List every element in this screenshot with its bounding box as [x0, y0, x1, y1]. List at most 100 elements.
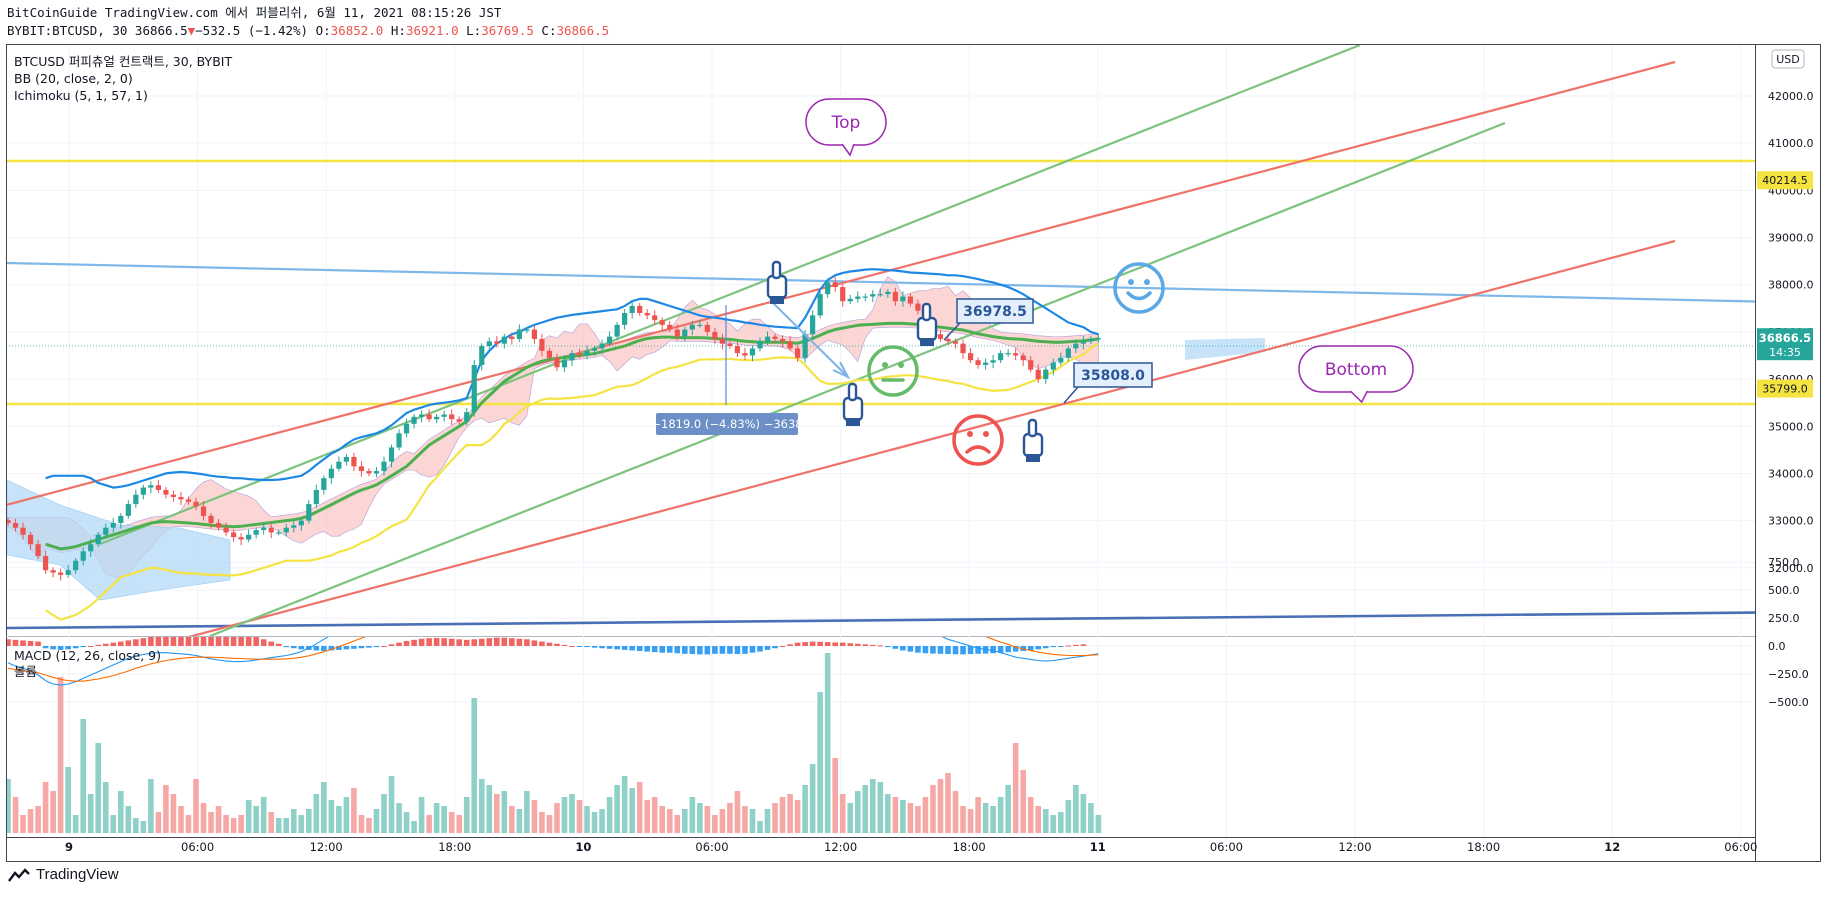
price-tick-label: 34000.0 — [1768, 467, 1814, 480]
macd-histogram-bar — [238, 637, 244, 646]
volume-bar — [373, 809, 380, 833]
candle-body — [178, 497, 184, 500]
candle-body — [629, 305, 635, 314]
candle-body — [802, 334, 808, 358]
candle-body — [148, 485, 154, 488]
candle-body — [246, 534, 252, 540]
macd-histogram-bar — [1080, 644, 1087, 646]
candle-body — [975, 360, 981, 365]
macd-histogram-bar — [629, 646, 635, 651]
pointing-hand-down-icon — [916, 302, 938, 346]
volume-bar — [915, 806, 921, 833]
macd-histogram-bar — [666, 646, 673, 653]
volume-bar — [749, 809, 756, 833]
macd-histogram-bar — [779, 646, 786, 647]
macd-histogram-bar — [764, 646, 771, 650]
volume-bar — [824, 653, 831, 833]
volume-bar — [140, 821, 147, 833]
macd-histogram-bar — [253, 637, 259, 646]
candle-body — [1088, 338, 1094, 342]
volume-bar — [351, 788, 357, 833]
volume-bar — [854, 791, 861, 833]
price-tick-label: 39000.0 — [1768, 232, 1814, 245]
macd-histogram-bar — [163, 637, 169, 646]
candle-body — [133, 494, 139, 505]
candle-body — [313, 489, 319, 505]
volume-bar — [606, 797, 613, 833]
neutral-face-icon-eye — [898, 362, 904, 368]
macd-tick-label: −250.0 — [1768, 668, 1809, 681]
macd-histogram-bar — [95, 644, 102, 646]
macd-histogram-bar — [606, 646, 613, 649]
volume-bar — [1035, 806, 1042, 833]
candle-body — [599, 343, 605, 349]
macd-histogram-bar — [72, 646, 79, 649]
candle-body — [885, 291, 891, 295]
channel-lower-line — [188, 239, 1676, 636]
macd-histogram-bar — [877, 645, 884, 647]
volume-bar — [1012, 743, 1019, 833]
pointing-hand-down-icon-palm — [916, 316, 938, 342]
macd-histogram-bar — [997, 646, 1004, 653]
footer-brand[interactable]: TradingView — [8, 866, 119, 883]
macd-histogram-bar — [892, 646, 899, 649]
candle-body — [659, 320, 665, 325]
candle-body — [73, 560, 79, 571]
volume-bar — [193, 779, 199, 833]
candle-body — [65, 570, 71, 575]
macd-histogram-bar — [1035, 646, 1042, 650]
candle-body — [960, 343, 966, 354]
cloud-fill-bear — [1185, 338, 1265, 360]
candle-body — [1005, 353, 1011, 355]
horizontal-support-line — [7, 611, 1755, 630]
legend-volume: 볼륨 — [14, 664, 37, 679]
down-triangle-icon: ▼ — [187, 23, 196, 38]
candle-body — [110, 522, 116, 528]
measure-arrow — [769, 299, 849, 378]
candle-body — [306, 504, 312, 521]
candle-body — [388, 447, 395, 462]
volume-bar — [456, 815, 462, 833]
neutral-face-icon — [867, 345, 919, 397]
candle-body — [734, 346, 741, 354]
macd-histogram-bar — [358, 646, 365, 649]
candle-body — [637, 305, 643, 314]
candle-body — [952, 341, 959, 344]
macd-histogram-bar — [456, 639, 462, 646]
annotations[interactable]: Top Bottom 36978.5 35808.0 −1819.0 (−4.83%) … — [651, 98, 1414, 466]
candle-body — [328, 468, 334, 479]
macd-histogram-bar — [1042, 646, 1049, 649]
trend-lines[interactable] — [6, 45, 1824, 638]
volume-bar — [937, 779, 944, 833]
currency-badge[interactable] — [1771, 49, 1805, 69]
volume-bar — [1020, 770, 1026, 833]
volume-bar — [907, 803, 914, 833]
volume-bar — [967, 809, 974, 833]
high-value: 36921.0 — [405, 23, 459, 38]
volume-bar — [900, 800, 906, 833]
candle-body — [862, 296, 868, 298]
candle-body — [855, 296, 861, 299]
macd-histogram-bar — [418, 638, 425, 646]
candle-body — [140, 487, 146, 495]
macd-histogram-bar — [275, 643, 282, 646]
time-tick-label: 10 — [575, 840, 591, 854]
volume-bar — [975, 797, 981, 833]
candle-body — [231, 532, 237, 538]
macd-lines — [7, 637, 1099, 686]
measure-label-bg — [656, 413, 798, 435]
candle-body — [795, 348, 801, 358]
macd-histogram-bar — [478, 638, 485, 646]
volume-bar — [336, 806, 342, 833]
price-box-high-pointer — [943, 322, 961, 341]
volume-bar — [727, 803, 733, 833]
volume-bar — [102, 782, 109, 833]
macd-histogram-bar — [975, 646, 981, 654]
volume-bar — [802, 785, 808, 833]
candle-body — [58, 572, 64, 575]
macd-histogram-bar — [546, 642, 553, 646]
macd-histogram-bar — [719, 646, 726, 654]
macd-histogram-bar — [178, 637, 184, 646]
